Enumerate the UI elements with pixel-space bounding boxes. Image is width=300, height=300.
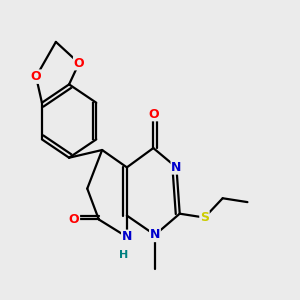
- Text: H: H: [119, 250, 128, 260]
- Text: S: S: [200, 211, 209, 224]
- Text: O: O: [74, 57, 84, 70]
- Text: N: N: [122, 230, 132, 243]
- Text: O: O: [31, 70, 41, 83]
- Text: O: O: [148, 108, 159, 121]
- Text: N: N: [171, 161, 182, 174]
- Text: O: O: [69, 213, 80, 226]
- Text: N: N: [150, 228, 160, 242]
